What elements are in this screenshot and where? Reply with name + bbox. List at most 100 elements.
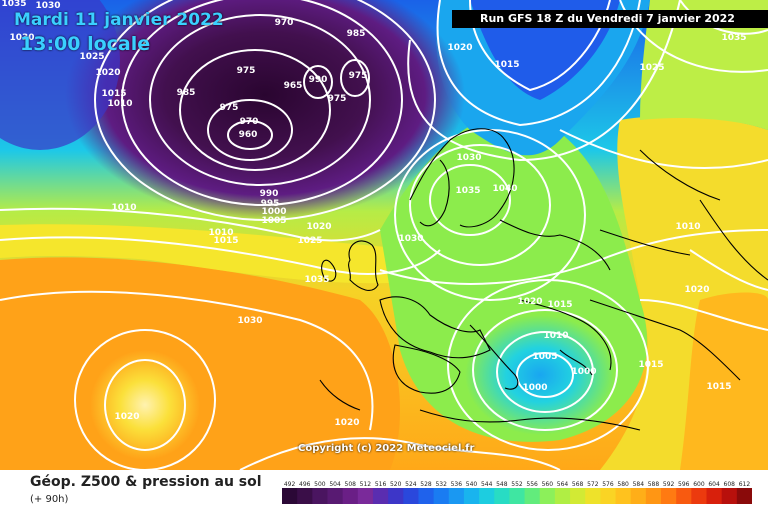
isobar-label: 995 — [261, 199, 280, 209]
legend-swatch — [676, 488, 692, 504]
isobar-label: 1035 — [304, 275, 329, 285]
isobar-label: 1030 — [35, 1, 60, 11]
legend-swatch — [570, 488, 586, 504]
legend-tick: 600 — [693, 481, 705, 488]
forecast-time: 13:00 locale — [20, 33, 151, 55]
legend-tick: 504 — [329, 481, 341, 488]
isobar-label: 1040 — [492, 184, 517, 194]
legend-swatch — [539, 488, 556, 504]
legend-tick: 592 — [663, 481, 675, 488]
isobar-label: 1020 — [517, 297, 542, 307]
legend-swatch — [661, 488, 677, 504]
legend-swatch — [448, 488, 465, 504]
isobar-label: 1020 — [306, 222, 331, 232]
isobar-label: 1020 — [114, 412, 139, 422]
copyright-text: Copyright (c) 2022 Meteociel.fr — [298, 443, 475, 454]
isobar-label: 1010 — [675, 222, 700, 232]
z500-west-blue — [0, 0, 120, 150]
legend-tick: 612 — [739, 481, 751, 488]
isobar-label: 1035 — [455, 186, 480, 196]
legend-tick: 568 — [572, 481, 584, 488]
legend-swatch — [327, 488, 344, 504]
isobar-label: 1020 — [447, 43, 472, 53]
isobar-label: 1030 — [237, 316, 262, 326]
isobar-label: 1020 — [334, 418, 359, 428]
isobar-label: 1005 — [532, 352, 557, 362]
legend-tick: 536 — [451, 481, 463, 488]
legend-tick: 516 — [375, 481, 387, 488]
isobar-label: 1010 — [543, 331, 568, 341]
legend-swatch — [282, 488, 298, 504]
legend-tick: 596 — [678, 481, 690, 488]
footer: Géop. Z500 & pression au sol (+ 90h) 492… — [0, 470, 768, 512]
legend-tick: 532 — [435, 481, 447, 488]
isobar-label: 975 — [220, 103, 239, 113]
legend-swatch — [312, 488, 328, 504]
legend-tick: 560 — [542, 481, 554, 488]
isobar-label: 990 — [309, 75, 328, 85]
legend-swatch — [494, 488, 510, 504]
isobar-lines — [0, 0, 768, 470]
isobar-label: 1030 — [9, 33, 34, 43]
legend-tick: 524 — [405, 481, 417, 488]
isobar-label: 1015 — [638, 360, 663, 370]
legend-tick: 528 — [420, 481, 432, 488]
isobar-label: 975 — [237, 66, 256, 76]
isobar-label: 1010 — [107, 99, 132, 109]
weather-map: 1030103510301025102010151010970985975985… — [0, 0, 768, 470]
legend-swatch — [554, 488, 571, 504]
legend-tick: 500 — [314, 481, 326, 488]
isobar-label: 1015 — [494, 60, 519, 70]
footer-subtitle: (+ 90h) — [30, 494, 69, 505]
legend-swatch — [297, 488, 313, 504]
isobar-label: 965 — [284, 81, 303, 91]
isobar-label: 1030 — [398, 234, 423, 244]
legend-tick: 552 — [511, 481, 523, 488]
isobar-label: 1000 — [571, 367, 596, 377]
legend-swatch — [706, 488, 723, 504]
legend-tick: 520 — [390, 481, 402, 488]
isobar-label: 1025 — [639, 63, 664, 73]
legend-tick: 544 — [481, 481, 493, 488]
legend-tick: 508 — [345, 481, 357, 488]
isobar-label: 970 — [240, 117, 259, 127]
legend-tick: 576 — [602, 481, 614, 488]
legend-swatch — [645, 488, 662, 504]
legend-swatch — [463, 488, 480, 504]
legend-tick: 540 — [466, 481, 478, 488]
legend-swatch — [600, 488, 617, 504]
color-scale-legend: 492 496 500 504 508 512 516 520 524 528 532 536 540 5… — [282, 481, 752, 504]
isobar-label: 1020 — [95, 68, 120, 78]
coastlines — [319, 128, 768, 431]
isobar-label: 1005 — [261, 216, 286, 226]
legend-swatch — [615, 488, 632, 504]
legend-tick: 604 — [708, 481, 720, 488]
z500-med-low — [465, 315, 615, 435]
isobar-label: 1015 — [213, 236, 238, 246]
legend-swatch — [585, 488, 601, 504]
legend-tick: 584 — [633, 481, 645, 488]
isobar-label: 1025 — [297, 236, 322, 246]
legend-swatch — [357, 488, 374, 504]
isobar-label: 990 — [260, 189, 279, 199]
legend-tick: 588 — [648, 481, 660, 488]
z500-deep-low — [65, 0, 465, 220]
isobar-labels: 1030103510301025102010151010970985975985… — [1, 0, 746, 428]
isobar-label: 970 — [275, 18, 294, 28]
isobar-label: 1035 — [721, 33, 746, 43]
isobar-label: 1000 — [261, 207, 286, 217]
isobar-label: 1035 — [1, 0, 26, 9]
isobar-label: 985 — [347, 29, 366, 39]
forecast-date: Mardi 11 janvier 2022 — [14, 10, 224, 30]
legend-swatch — [524, 488, 541, 504]
legend-swatch — [736, 488, 752, 504]
isobar-label: 1010 — [111, 203, 136, 213]
isobar-label: 1015 — [101, 89, 126, 99]
legend-tick: 564 — [557, 481, 569, 488]
legend-tick: 548 — [496, 481, 508, 488]
legend-tick: 556 — [526, 481, 538, 488]
legend-swatch — [372, 488, 389, 504]
legend-swatch — [630, 488, 647, 504]
legend-swatch — [388, 488, 404, 504]
